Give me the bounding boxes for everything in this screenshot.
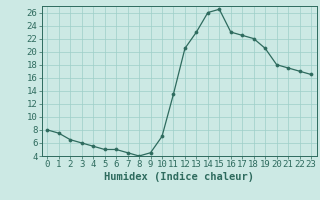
X-axis label: Humidex (Indice chaleur): Humidex (Indice chaleur) xyxy=(104,172,254,182)
